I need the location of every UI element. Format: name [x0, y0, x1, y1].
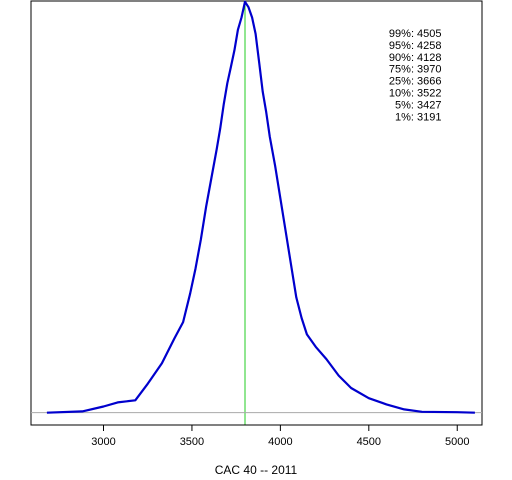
density-series	[46, 0, 475, 414]
x-tick-label: 5000	[445, 436, 469, 448]
plot-frame	[30, 0, 483, 426]
x-tick-label: 4500	[357, 436, 381, 448]
density-line	[46, 0, 475, 414]
x-axis: 3000 3500 4000 4500 5000	[91, 424, 469, 448]
quantile-label: 90%:	[389, 52, 414, 64]
quantile-value: 4505	[417, 28, 441, 40]
reference-lines	[31, 1, 482, 425]
x-tick-label: 4000	[268, 436, 292, 448]
quantile-label: 10%:	[389, 88, 414, 100]
quantile-label: 95%:	[389, 40, 414, 52]
quantile-value: 3666	[417, 76, 441, 88]
quantile-value: 4258	[417, 40, 441, 52]
quantile-value: 3970	[417, 64, 441, 76]
quantile-label: 1%:	[395, 111, 414, 123]
quantile-value: 3191	[417, 111, 441, 123]
quantile-value: 4128	[417, 52, 441, 64]
quantile-label: 75%:	[389, 64, 414, 76]
quantile-value: 3522	[417, 88, 441, 100]
x-axis-label: CAC 40 -- 2011	[215, 463, 298, 477]
x-tick-label: 3500	[180, 436, 204, 448]
x-tick-label: 3000	[91, 436, 115, 448]
quantile-label: 25%:	[389, 76, 414, 88]
quantile-value: 3427	[417, 99, 441, 111]
quantile-label: 5%:	[395, 99, 414, 111]
quantile-label: 99%:	[389, 28, 414, 40]
